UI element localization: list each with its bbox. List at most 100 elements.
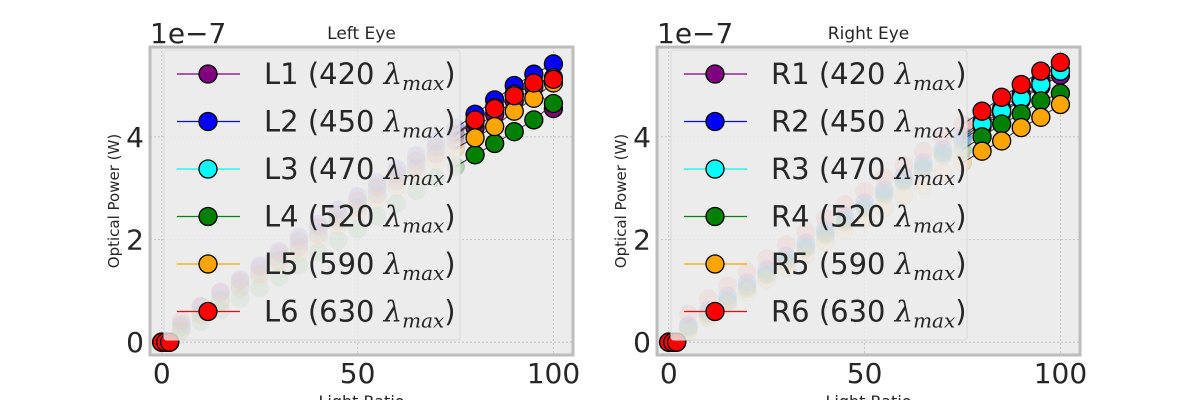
right-title: Right Eye: [828, 24, 909, 44]
left-legend-box: [163, 49, 461, 341]
right-legend-label-close: ): [955, 200, 966, 234]
right-x-axis-label: Light Ratio: [825, 392, 911, 400]
right-legend: R1 (420 λmax)R2 (450 λmax)R3 (470 λmax)R…: [670, 49, 968, 341]
left-legend-label-symbol: λ: [383, 200, 402, 234]
left-legend-label-subscript: max: [402, 166, 444, 190]
left-legend-label-subscript: max: [402, 119, 444, 143]
left-legend-label-text: L3 (470: [264, 152, 384, 186]
left-legend-label: L6 (630 λmax): [264, 295, 456, 333]
right-legend-label: R2 (450 λmax): [771, 105, 967, 143]
left-legend-label-subscript: max: [402, 71, 444, 95]
left-legend-label: L2 (450 λmax): [264, 105, 456, 143]
left-offset-text: 1e−7: [150, 17, 226, 50]
left-point: [543, 93, 564, 114]
left-legend: L1 (420 λmax)L2 (450 λmax)L3 (470 λmax)L…: [163, 49, 461, 341]
right-y-tick-label: 4: [633, 121, 651, 154]
left-legend-label-symbol: λ: [383, 295, 402, 329]
left-legend-label-close: ): [444, 57, 455, 91]
right-point: [972, 141, 992, 161]
right-legend-label-text: R6 (630: [771, 295, 895, 329]
right-eye-panel: 0 50 100 0 2 4 1e−7 Right Eye Light Ratio Optical…: [612, 17, 1087, 400]
right-legend-label-text: R5 (590: [771, 247, 895, 281]
left-y-tick-label: 2: [126, 224, 144, 257]
left-legend-label-symbol: λ: [383, 152, 402, 186]
right-point: [972, 101, 992, 121]
left-eye-panel: 0 50 100 0 2 4 1e−7 Left Eye Light Ratio Optical …: [105, 17, 580, 400]
left-legend-marker: [198, 111, 218, 132]
right-legend-label-text: R4 (520: [771, 200, 895, 234]
right-point: [992, 87, 1012, 107]
right-legend-label-close: ): [955, 57, 966, 91]
left-point: [485, 98, 505, 119]
left-point: [465, 128, 485, 148]
right-legend-marker: [705, 111, 725, 132]
right-point: [992, 114, 1012, 134]
left-legend-label: L1 (420 λmax): [264, 57, 456, 95]
left-legend-entry: L2 (450 λmax): [177, 105, 456, 143]
left-legend-entry: L1 (420 λmax): [177, 57, 456, 95]
right-legend-label-close: ): [955, 295, 966, 329]
left-title: Left Eye: [327, 24, 396, 44]
right-legend-entry: R4 (520 λmax): [684, 200, 967, 238]
right-legend-entry: R1 (420 λmax): [684, 57, 967, 95]
right-legend-label-symbol: λ: [894, 152, 913, 186]
right-point: [1050, 94, 1071, 115]
left-point: [465, 145, 485, 165]
left-point: [524, 110, 544, 130]
left-legend-label: L5 (590 λmax): [264, 247, 456, 285]
right-legend-marker: [705, 159, 725, 179]
left-legend-label: L4 (520 λmax): [264, 200, 456, 238]
left-x-tick-label: 50: [340, 357, 376, 390]
right-frame: [655, 45, 1082, 357]
left-legend-label-symbol: λ: [383, 247, 402, 281]
right-legend-label-subscript: max: [913, 309, 955, 333]
left-legend-marker: [198, 301, 218, 322]
left-legend-label-text: L6 (630: [264, 295, 384, 329]
left-legend-label-text: L2 (450: [264, 105, 384, 139]
left-legend-label: L3 (470 λmax): [264, 152, 456, 190]
left-legend-label-symbol: λ: [383, 105, 402, 139]
right-legend-label-subscript: max: [913, 71, 955, 95]
right-point: [1011, 117, 1031, 138]
right-point: [1050, 52, 1071, 73]
right-legend-label-symbol: λ: [894, 295, 913, 329]
left-legend-label-text: L1 (420: [264, 57, 384, 91]
right-legend-label-text: R2 (450: [771, 105, 895, 139]
left-legend-entry: L4 (520 λmax): [177, 200, 456, 238]
left-legend-marker: [198, 254, 218, 274]
right-point: [1031, 107, 1051, 127]
left-legend-label-subscript: max: [402, 214, 444, 238]
right-legend-box: [670, 49, 968, 341]
right-legend-label-text: R3 (470: [771, 152, 895, 186]
right-legend-marker: [705, 254, 725, 274]
right-y-axis-label: Optical Power (W): [612, 134, 630, 268]
left-point: [524, 73, 544, 93]
right-point: [1031, 61, 1051, 81]
left-y-tick-label: 0: [126, 326, 144, 359]
right-legend-label-symbol: λ: [894, 57, 913, 91]
right-offset-text: 1e−7: [657, 17, 733, 50]
right-point: [1011, 74, 1031, 95]
left-y-tick-label: 4: [126, 121, 144, 154]
right-legend-label-close: ): [955, 152, 966, 186]
left-legend-entry: L6 (630 λmax): [177, 295, 456, 333]
left-legend-label-text: L4 (520: [264, 200, 384, 234]
left-frame: [148, 45, 575, 357]
left-x-axis-label: Light Ratio: [318, 392, 404, 400]
left-x-tick-label: 0: [153, 357, 171, 390]
left-legend-entry: L5 (590 λmax): [177, 247, 456, 285]
right-legend-label-text: R1 (420: [771, 57, 895, 91]
left-legend-label-text: L5 (590: [264, 247, 384, 281]
right-legend-label: R1 (420 λmax): [771, 57, 967, 95]
left-legend-entry: L3 (470 λmax): [177, 152, 456, 190]
right-x-tick-label: 100: [1034, 357, 1087, 390]
left-legend-label-symbol: λ: [383, 57, 402, 91]
right-legend-label: R3 (470 λmax): [771, 152, 967, 190]
left-legend-label-subscript: max: [402, 309, 444, 333]
right-y-tick-label: 2: [633, 224, 651, 257]
left-point: [485, 116, 505, 137]
left-point: [543, 69, 564, 89]
left-point: [465, 110, 485, 130]
left-point: [504, 86, 524, 106]
